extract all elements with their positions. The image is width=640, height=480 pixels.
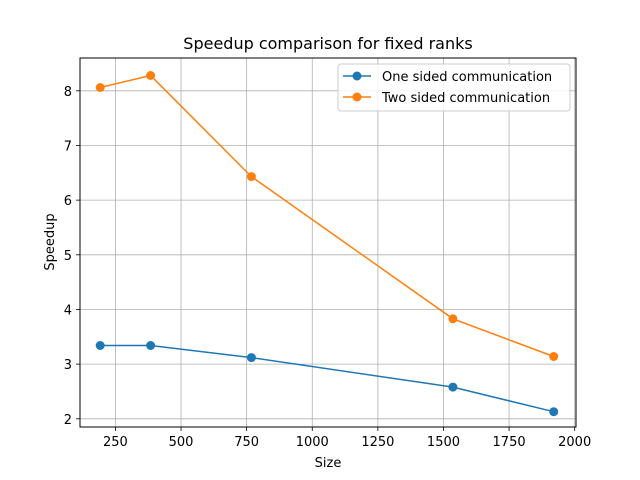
x-tick-label: 1250 (361, 435, 394, 450)
y-tick-label: 2 (64, 413, 72, 428)
series-line-1 (100, 74, 554, 358)
chart-title: Speedup comparison for fixed ranks (183, 34, 472, 53)
x-axis-label: Size (315, 456, 342, 471)
data-point (448, 382, 458, 392)
legend: One sided communication Two sided commun… (337, 63, 571, 112)
series-line-0 (100, 344, 554, 413)
y-tick-label: 3 (64, 358, 72, 373)
x-tick-label: 250 (103, 435, 128, 450)
legend-label-one-sided: One sided communication (382, 70, 552, 85)
legend-marker-one-sided (352, 71, 362, 81)
data-point (246, 172, 256, 182)
plot-frame (79, 57, 577, 428)
grid-lines (80, 58, 576, 427)
y-axis-ticks: 2 3 4 5 6 7 8 (64, 85, 80, 428)
data-point (246, 353, 256, 363)
legend-label-two-sided: Two sided communication (381, 91, 550, 106)
legend-box (337, 63, 571, 112)
x-tick-label: 2000 (558, 435, 591, 450)
y-axis-label: Speedup (43, 213, 58, 270)
data-point (95, 341, 105, 350)
data-point (146, 341, 156, 350)
y-tick-label: 5 (64, 249, 72, 264)
data-point (549, 407, 559, 417)
data-point (448, 314, 458, 324)
data-series (95, 71, 559, 417)
x-tick-label: 750 (234, 435, 259, 450)
data-point (95, 83, 105, 92)
y-tick-label: 8 (64, 85, 72, 100)
x-tick-label: 500 (169, 435, 194, 450)
x-tick-label: 1750 (493, 435, 526, 450)
data-point (549, 352, 559, 361)
legend-marker-two-sided (352, 92, 362, 102)
y-tick-label: 6 (64, 194, 72, 209)
data-point (146, 71, 156, 80)
x-axis-ticks: 250 500 750 1000 1250 1500 1750 2000 (103, 427, 591, 450)
x-tick-label: 1500 (427, 435, 460, 450)
x-tick-label: 1000 (296, 435, 329, 450)
y-tick-label: 7 (64, 139, 72, 154)
y-tick-label: 4 (64, 303, 72, 318)
